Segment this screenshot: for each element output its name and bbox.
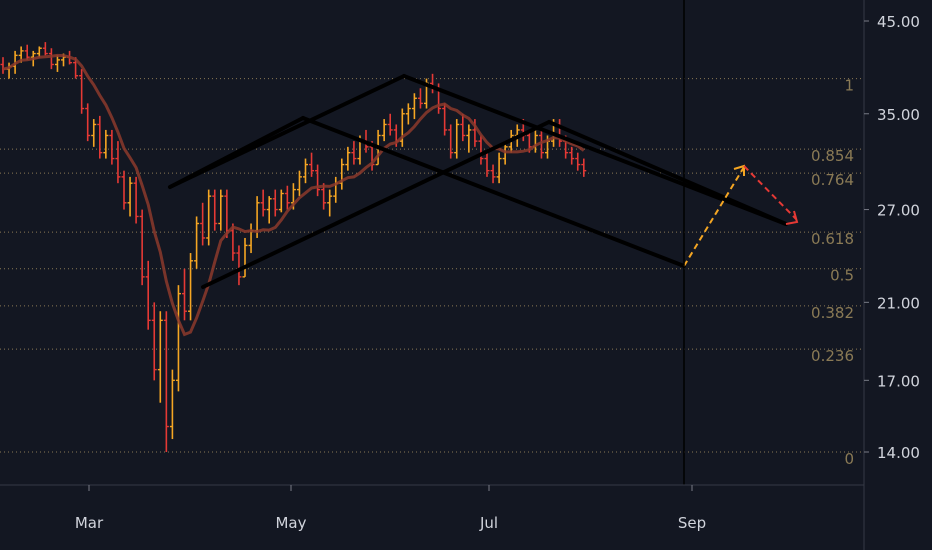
candle (466, 124, 472, 153)
price-tick-label: 45.00 (877, 13, 920, 31)
fib-level-label: 0.618 (811, 230, 854, 248)
candle (24, 44, 30, 60)
candle (79, 69, 85, 114)
candle (575, 152, 581, 171)
candle (309, 152, 315, 177)
fib-level-label: 0.764 (811, 171, 854, 189)
price-tick-label: 35.00 (877, 106, 920, 124)
candle (188, 253, 194, 321)
fib-level-label: 1 (844, 77, 854, 95)
candle (405, 103, 411, 125)
candle (169, 369, 175, 440)
candle (127, 176, 133, 217)
candle (266, 196, 272, 224)
candle (460, 113, 466, 142)
price-axis[interactable]: 45.00 35.00 27.00 21.00 17.00 14.00 (864, 13, 920, 462)
candle (151, 302, 157, 381)
candle (194, 216, 200, 269)
time-tick-label: May (275, 514, 306, 532)
candle (296, 170, 302, 197)
candle (175, 285, 181, 392)
fib-level-label: 0.382 (811, 304, 854, 322)
candle (442, 103, 448, 136)
fib-level-label: 0.236 (811, 347, 854, 365)
candle (133, 176, 139, 224)
candle (478, 135, 484, 165)
candle (387, 113, 393, 136)
candle (109, 129, 115, 165)
candle (157, 311, 163, 403)
candle (303, 158, 308, 184)
candle (484, 152, 490, 177)
candle (139, 209, 145, 286)
candle (411, 93, 417, 120)
candle (36, 46, 42, 58)
time-tick-label: Sep (678, 514, 706, 532)
candle (115, 141, 121, 184)
price-tick-label: 21.00 (877, 294, 920, 312)
time-tick-label: Jul (479, 514, 498, 532)
candle (103, 129, 109, 159)
channel-drawings[interactable] (168, 74, 799, 289)
moving-average-line (2, 53, 585, 337)
channel-trendline[interactable] (301, 116, 686, 268)
candle (345, 146, 351, 171)
channel-trendline[interactable] (168, 116, 305, 189)
candle (121, 170, 127, 210)
candle (327, 189, 333, 217)
channel-trendline[interactable] (201, 120, 551, 289)
channel-trendline[interactable] (547, 120, 788, 226)
time-tick-label: Mar (75, 514, 104, 532)
fib-level-label: 0.5 (830, 267, 854, 285)
price-tick-label: 27.00 (877, 202, 920, 220)
fibonacci-retracement[interactable]: 1 0.854 0.764 0.618 0.5 0.382 0.236 0 (0, 77, 864, 468)
candle (399, 108, 405, 147)
candle (85, 103, 91, 142)
candle (496, 152, 502, 184)
fib-level-label: 0 (844, 450, 854, 468)
candle (538, 129, 544, 159)
candle (218, 189, 224, 231)
candle (182, 268, 187, 321)
candle (260, 189, 266, 217)
candle (212, 189, 218, 231)
candle (417, 88, 423, 109)
candle (569, 146, 575, 165)
time-axis[interactable]: Mar May Jul Sep (75, 485, 706, 532)
candle (454, 119, 460, 159)
price-tick-label: 17.00 (877, 372, 920, 390)
candle (145, 260, 151, 330)
candle (236, 245, 242, 286)
candle (97, 115, 103, 159)
candle (351, 141, 357, 165)
price-tick-label: 14.00 (877, 444, 920, 462)
candle (284, 185, 290, 210)
fib-level-label: 0.854 (811, 147, 854, 165)
candle (206, 189, 212, 246)
candle (278, 189, 284, 213)
candle (42, 42, 48, 56)
candle (54, 55, 60, 72)
candle (581, 158, 587, 177)
candle (163, 311, 169, 452)
candle (381, 119, 387, 142)
candle (242, 237, 248, 278)
candle (200, 202, 206, 246)
channel-trendline[interactable] (402, 74, 788, 226)
candle (315, 164, 321, 197)
candle (490, 164, 496, 184)
candle (91, 119, 97, 147)
candle (48, 48, 54, 70)
projection-down-arrowhead (785, 210, 799, 225)
candle (272, 189, 278, 217)
candle (448, 124, 454, 159)
projection-down-path[interactable] (743, 165, 797, 220)
